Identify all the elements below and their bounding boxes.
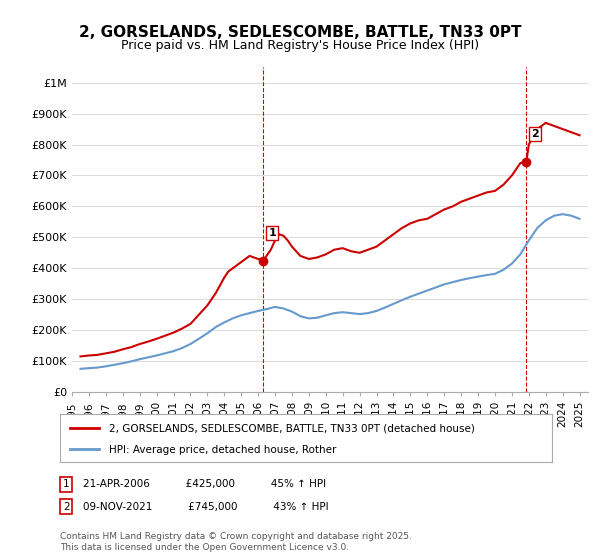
Text: 2, GORSELANDS, SEDLESCOMBE, BATTLE, TN33 0PT: 2, GORSELANDS, SEDLESCOMBE, BATTLE, TN33…: [79, 25, 521, 40]
Text: Price paid vs. HM Land Registry's House Price Index (HPI): Price paid vs. HM Land Registry's House …: [121, 39, 479, 52]
Text: Contains HM Land Registry data © Crown copyright and database right 2025.
This d: Contains HM Land Registry data © Crown c…: [60, 532, 412, 552]
Text: 21-APR-2006           £425,000           45% ↑ HPI: 21-APR-2006 £425,000 45% ↑ HPI: [83, 479, 326, 489]
Text: 1: 1: [63, 479, 70, 489]
Text: HPI: Average price, detached house, Rother: HPI: Average price, detached house, Roth…: [109, 445, 337, 455]
Text: 2: 2: [532, 129, 539, 139]
Text: 2, GORSELANDS, SEDLESCOMBE, BATTLE, TN33 0PT (detached house): 2, GORSELANDS, SEDLESCOMBE, BATTLE, TN33…: [109, 424, 475, 433]
Text: 2: 2: [63, 502, 70, 512]
Text: 1: 1: [268, 228, 276, 238]
Text: 09-NOV-2021           £745,000           43% ↑ HPI: 09-NOV-2021 £745,000 43% ↑ HPI: [83, 502, 328, 512]
